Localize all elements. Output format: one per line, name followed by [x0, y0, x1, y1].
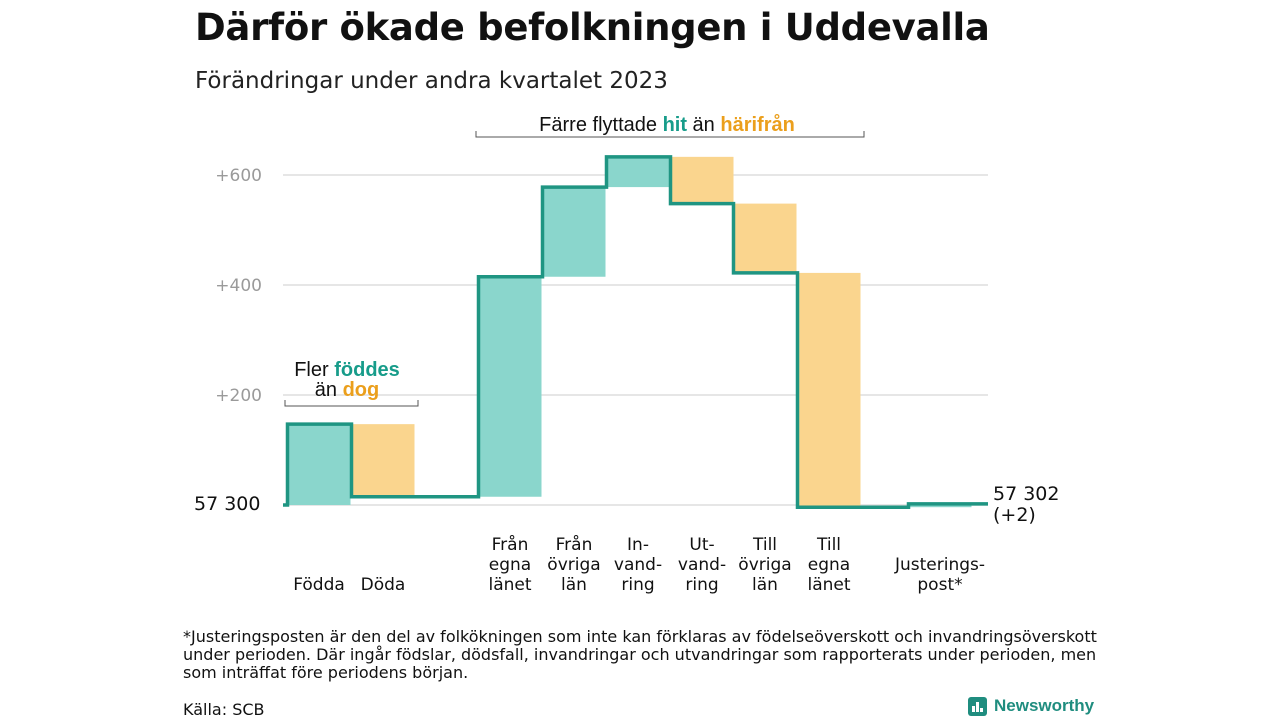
bars — [287, 156, 972, 508]
bar-födda — [287, 424, 351, 505]
x-tick-label: egna — [808, 555, 850, 575]
migration-bracket — [475, 131, 865, 138]
x-tick-label: län — [561, 575, 587, 595]
y-axis-labels: +200 +400 +600 — [215, 166, 262, 406]
bar-invandring — [606, 156, 670, 188]
waterfall-chart: +200+400+600 Födda DödaFrånegnalänetFrånö… — [194, 113, 1059, 595]
x-tick-label: länet — [488, 575, 531, 595]
migration-annotation: Färre flyttade hit än härifrån — [475, 113, 865, 138]
births-annotation-prefix: Fler — [294, 359, 334, 381]
y-tick-label: +600 — [215, 166, 262, 186]
x-tick-label: Justerings- — [894, 555, 985, 575]
x-tick-label: vand- — [614, 555, 662, 575]
migration-annotation-hit: hit — [663, 114, 688, 136]
births-bracket — [284, 400, 419, 407]
bar-tillövrigalän — [733, 203, 797, 273]
x-tick-label: Till — [816, 535, 841, 555]
bar-chart-icon — [968, 696, 987, 716]
x-axis-labels: Födda DödaFrånegnalänetFrånövrigalänIn-va… — [293, 534, 985, 595]
x-tick-label: post* — [917, 575, 962, 595]
x-tick-label: Ut- — [689, 535, 714, 555]
chart-title: Därför ökade befolkningen i Uddevalla — [195, 6, 990, 49]
source-note: Källa: SCB — [183, 700, 265, 719]
migration-annotation-middle: än — [687, 114, 720, 136]
x-tick-label: Till — [752, 535, 777, 555]
svg-text:Fler föddes: Fler föddes — [294, 359, 400, 381]
bar-tillegnalänet — [797, 272, 861, 508]
x-tick-label: Från — [492, 534, 529, 555]
bar-frånegnalänet — [478, 276, 542, 497]
deaths-annotation-highlight: dog — [343, 379, 380, 401]
births-annotation-highlight: föddes — [334, 359, 400, 381]
x-tick-label: ring — [621, 575, 654, 595]
x-tick-label: övriga — [547, 555, 600, 575]
svg-text:Färre flyttade hit än härifrån: Färre flyttade hit än härifrån — [539, 113, 795, 136]
chart-subtitle: Förändringar under andra kvartalet 2023 — [195, 68, 668, 94]
x-tick-label: länet — [807, 575, 850, 595]
x-tick-label: Födda — [293, 575, 345, 595]
x-tick-label: övriga — [738, 555, 791, 575]
svg-text:än dog: än dog — [315, 379, 379, 401]
x-tick-label: Döda — [361, 575, 406, 595]
footnote: *Justeringsposten är den del av folkökni… — [183, 627, 1097, 682]
deaths-annotation-prefix: än — [315, 379, 343, 401]
x-tick-label: ring — [685, 575, 718, 595]
bar-utvandring — [670, 156, 734, 204]
migration-annotation-harifran: härifrån — [720, 113, 794, 136]
end-change-label: (+2) — [993, 504, 1036, 526]
births-annotation: Fler föddes än dog — [284, 359, 419, 407]
x-tick-label: egna — [489, 555, 531, 575]
end-label: 57 302 — [993, 483, 1059, 505]
baseline-label: 57 300 — [194, 493, 260, 515]
y-tick-label: +400 — [215, 276, 262, 296]
migration-annotation-prefix: Färre flyttade — [539, 114, 662, 136]
bar-frånövrigalän — [542, 187, 606, 277]
x-tick-label: vand- — [678, 555, 726, 575]
x-tick-label: In- — [627, 535, 649, 555]
x-tick-label: län — [752, 575, 778, 595]
y-tick-label: +200 — [215, 386, 262, 406]
brand-name: Newsworthy — [994, 696, 1095, 715]
bar-döda — [351, 424, 415, 497]
cumulative-step-line — [283, 155, 988, 509]
newsworthy-logo: Newsworthy — [968, 696, 1094, 716]
x-tick-label: Från — [556, 534, 593, 555]
